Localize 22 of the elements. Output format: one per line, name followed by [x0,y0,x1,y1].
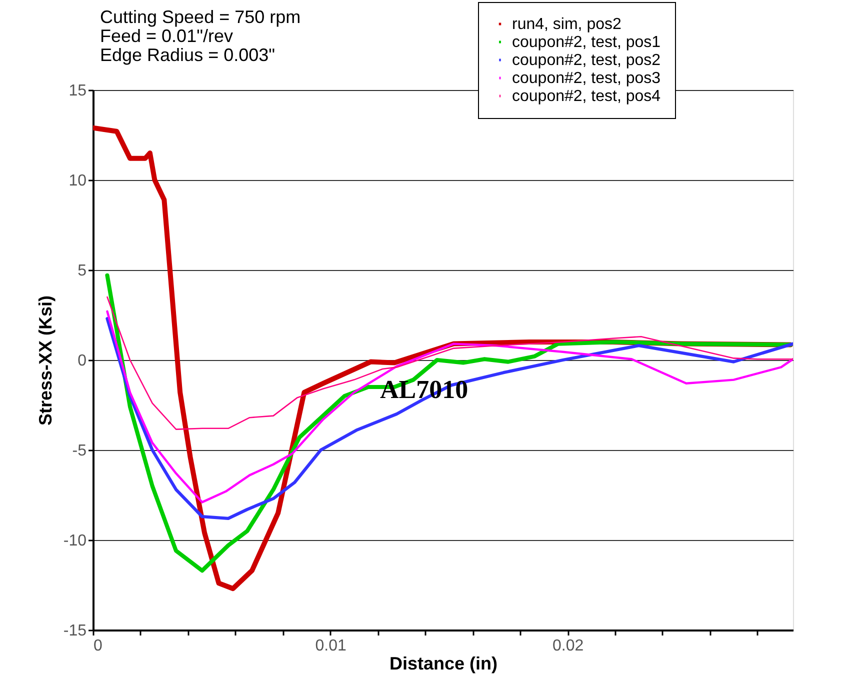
legend-label: run4, sim, pos2 [512,16,622,33]
x-axis-title: Distance (in) [389,654,498,674]
legend-label: coupon#2, test, pos1 [512,34,661,51]
text: Feed = 0.01"/rev [100,26,233,46]
legend-label: coupon#2, test, pos4 [512,88,661,105]
y-tick-label: 15 [68,82,87,100]
line-series [106,296,793,430]
y-tick-label: 10 [68,172,87,190]
legend-label: coupon#2, test, pos2 [512,52,661,69]
y-axis-title: Stress-XX (Ksi) [35,295,56,426]
line-series [105,273,793,573]
text: Edge Radius = 0.003" [100,45,276,65]
y-tick-label: -5 [72,442,87,460]
x-tick-label: 0.02 [552,638,584,654]
y-tick-label: 5 [78,262,87,280]
y-tick-label: -15 [63,622,87,640]
legend-label: coupon#2, test, pos3 [512,70,661,87]
y-tick-label: 0 [78,352,87,370]
x-tick-label: 0.01 [315,638,346,654]
text: Cutting Speed = 750 rpm [100,7,301,27]
x-tick-label: 0 [94,638,102,654]
y-tick-label: -10 [63,532,87,550]
